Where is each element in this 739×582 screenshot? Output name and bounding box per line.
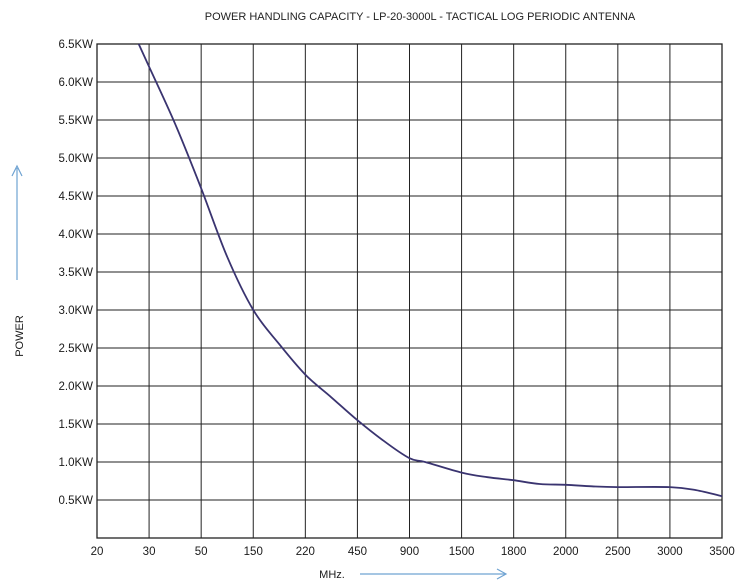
x-tick-label: 450 [348, 546, 367, 558]
x-tick-label: 1500 [449, 546, 475, 558]
x-tick-label: 220 [296, 546, 315, 558]
chart-grid [96, 43, 723, 539]
y-tick-label: 5.5KW [58, 115, 93, 127]
x-tick-label: 2000 [553, 546, 579, 558]
x-tick-label: 3500 [709, 546, 735, 558]
y-axis-ticks: 0.5KW 1.0KW 1.5KW 2.0KW 2.5KW 3.0KW 3.5KW 4.0KW… [58, 39, 93, 507]
plot-frame [96, 43, 723, 539]
chart-plot-area [137, 43, 723, 498]
chart-title: POWER HANDLING CAPACITY - LP-20-3000L - … [205, 11, 636, 23]
y-tick-label: 4.0KW [58, 229, 93, 241]
y-tick-label: 6.5KW [58, 39, 93, 51]
y-tick-label: 3.0KW [58, 305, 93, 317]
x-tick-label: 30 [143, 546, 156, 558]
x-tick-label: 2500 [605, 546, 631, 558]
x-tick-label: 50 [195, 546, 208, 558]
y-axis-arrow-icon [11, 164, 23, 280]
y-tick-label: 1.5KW [58, 419, 93, 431]
x-axis-ticks: 20 30 50 150 220 450 900 1500 1800 2000 2500 3000 35… [91, 546, 735, 558]
x-tick-label: 3000 [657, 546, 683, 558]
x-tick-label: 900 [400, 546, 419, 558]
x-tick-label: 1800 [501, 546, 527, 558]
y-tick-label: 6.0KW [58, 77, 93, 89]
arrow-head [496, 568, 508, 580]
x-axis-label: MHz. [319, 569, 345, 581]
arrow-head [11, 164, 23, 177]
y-tick-label: 1.0KW [58, 457, 93, 469]
x-axis-arrow-icon [360, 568, 508, 580]
x-tick-label: 20 [91, 546, 104, 558]
y-tick-label: 2.0KW [58, 381, 93, 393]
y-tick-label: 3.5KW [58, 267, 93, 279]
y-tick-label: 5.0KW [58, 153, 93, 165]
y-tick-label: 2.5KW [58, 343, 93, 355]
y-tick-label: 0.5KW [58, 495, 93, 507]
x-tick-label: 150 [244, 546, 263, 558]
y-tick-label: 4.5KW [58, 191, 93, 203]
series-line [137, 43, 723, 498]
y-axis-label: POWER [14, 315, 26, 357]
